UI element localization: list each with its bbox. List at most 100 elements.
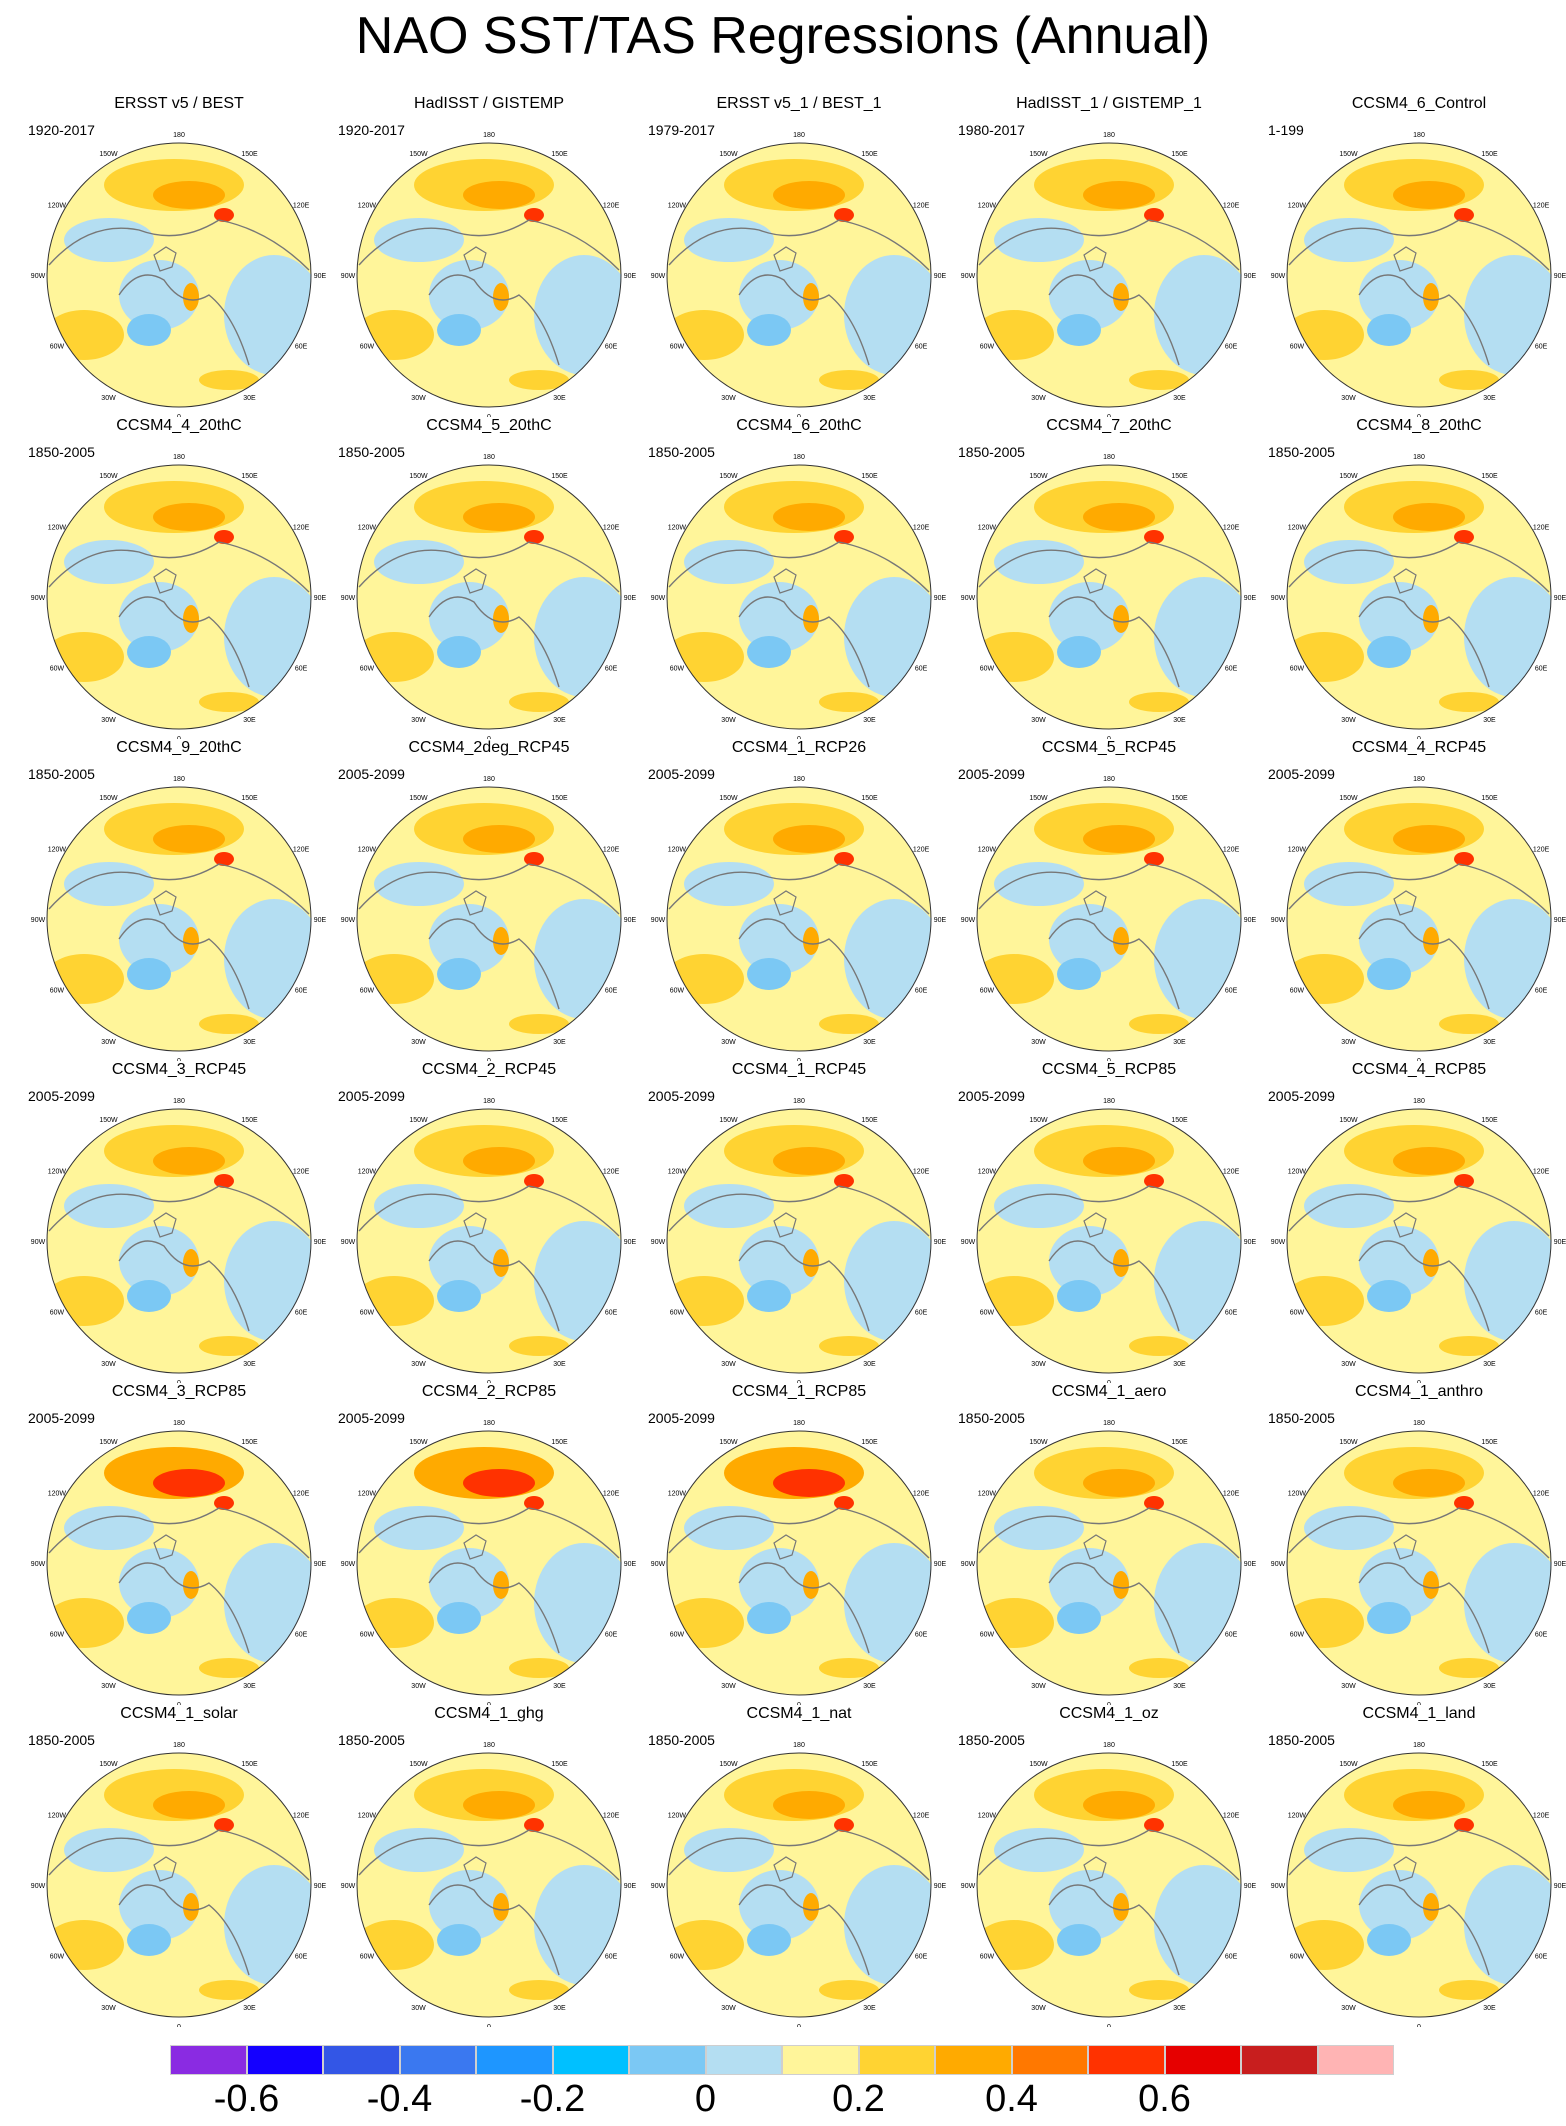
field-negative <box>534 899 621 1019</box>
field-negative <box>429 1226 509 1296</box>
field-positive <box>493 927 509 955</box>
map-border <box>976 786 1242 1052</box>
longitude-label: 120W <box>358 525 377 532</box>
field-positive <box>667 1276 744 1326</box>
longitude-label: 30W <box>1031 1039 1046 1046</box>
field-negative <box>1367 1280 1411 1312</box>
longitude-label: 60E <box>1535 1954 1548 1961</box>
field-positive <box>524 208 544 222</box>
longitude-label: 120W <box>668 203 687 210</box>
longitude-label: 120E <box>913 1491 930 1498</box>
field-positive <box>1439 370 1499 390</box>
longitude-label: 60W <box>50 1310 65 1317</box>
polar-map: 180 150E 120E 90E 60E 30E 0 30W 60W 90W 120W 150W <box>651 776 947 1061</box>
field-positive <box>1287 1598 1364 1648</box>
map-border <box>666 142 932 408</box>
field-positive <box>1083 181 1155 209</box>
polar-map: 180 150E 120E 90E 60E 30E 0 30W 60W 90W 120W 150W <box>961 1098 1257 1383</box>
longitude-label: 150E <box>861 1439 878 1446</box>
longitude-label: 150W <box>1029 1439 1048 1446</box>
field-positive <box>803 1571 819 1599</box>
field-positive <box>509 1980 569 2000</box>
panel-period: 2005-2099 <box>958 766 1025 782</box>
longitude-label: 120E <box>293 525 310 532</box>
longitude-label: 0 <box>797 414 801 417</box>
longitude-label: 150W <box>719 151 738 158</box>
field-positive <box>773 825 845 853</box>
coastline <box>428 596 560 688</box>
field-negative <box>1359 1548 1439 1618</box>
field-positive <box>819 692 879 712</box>
longitude-label: 150W <box>409 1761 428 1768</box>
longitude-label: 60E <box>605 666 618 673</box>
map-panel: ERSST v5 / BEST 1920-2017 180 150E 120E 90E 60… <box>24 95 334 417</box>
longitude-label: 120W <box>978 847 997 854</box>
field-positive <box>199 1980 259 2000</box>
longitude-label: 90E <box>1244 1883 1257 1890</box>
field-positive <box>463 181 535 209</box>
longitude-label: 90E <box>624 1883 637 1890</box>
longitude-label: 150E <box>551 1439 568 1446</box>
longitude-label: 180 <box>483 132 495 139</box>
longitude-label: 120W <box>978 1491 997 1498</box>
longitude-label: 150W <box>99 473 118 480</box>
longitude-label: 0 <box>177 414 181 417</box>
longitude-label: 120E <box>293 847 310 854</box>
panel-period: 2005-2099 <box>648 1088 715 1104</box>
field-negative <box>429 1870 509 1940</box>
longitude-label: 0 <box>797 1058 801 1061</box>
field-negative <box>1359 1226 1439 1296</box>
field-positive <box>509 370 569 390</box>
longitude-label: 180 <box>173 1098 185 1105</box>
panel-title: CCSM4_4_RCP85 <box>1351 1061 1487 1078</box>
field-negative <box>844 1865 931 1985</box>
longitude-label: 30W <box>411 2005 426 2012</box>
longitude-label: 150W <box>99 795 118 802</box>
longitude-label: 30E <box>553 1039 566 1046</box>
field-positive <box>493 605 509 633</box>
longitude-label: 60E <box>1225 1632 1238 1639</box>
field-positive <box>667 1920 744 1970</box>
field-negative <box>844 1221 931 1341</box>
longitude-label: 60W <box>980 344 995 351</box>
field-negative <box>437 1602 481 1634</box>
field-positive <box>667 1598 744 1648</box>
longitude-label: 120W <box>358 1491 377 1498</box>
longitude-label: 60E <box>1535 666 1548 673</box>
coastline <box>1393 1856 1417 1882</box>
field-negative <box>119 1226 199 1296</box>
longitude-label: 90W <box>961 1561 976 1568</box>
longitude-label: 30W <box>1031 1361 1046 1368</box>
coastline <box>738 274 870 366</box>
longitude-label: 150W <box>1029 1117 1048 1124</box>
field-positive <box>1144 852 1164 866</box>
longitude-label: 150E <box>241 1117 258 1124</box>
field-positive <box>1393 1147 1465 1175</box>
panel-period: 1850-2005 <box>1268 444 1335 460</box>
longitude-label: 120W <box>1288 203 1307 210</box>
coastline <box>773 1856 797 1882</box>
longitude-label: 150E <box>1171 1761 1188 1768</box>
longitude-label: 90E <box>314 1239 327 1246</box>
polar-map: 180 150E 120E 90E 60E 30E 0 30W 60W 90W 120W 150W <box>651 1098 947 1383</box>
panel-title: CCSM4_2deg_RCP45 <box>408 739 570 756</box>
longitude-label: 30W <box>1341 1361 1356 1368</box>
longitude-label: 30W <box>1031 2005 1046 2012</box>
longitude-label: 0 <box>1417 1380 1421 1383</box>
longitude-label: 90W <box>31 917 46 924</box>
field-positive <box>1393 503 1465 531</box>
longitude-label: 120E <box>1223 1491 1240 1498</box>
field-positive <box>153 1791 225 1819</box>
longitude-label: 120W <box>978 1169 997 1176</box>
panel-title: HadISST / GISTEMP <box>414 95 564 112</box>
field-negative <box>437 1924 481 1956</box>
longitude-label: 90E <box>934 1883 947 1890</box>
longitude-label: 60W <box>980 1310 995 1317</box>
map-border <box>666 1752 932 2018</box>
field-negative <box>1367 1924 1411 1956</box>
field-positive <box>1439 692 1499 712</box>
longitude-label: 60E <box>295 988 308 995</box>
longitude-label: 90E <box>934 1561 947 1568</box>
longitude-label: 60E <box>1225 1954 1238 1961</box>
longitude-label: 90E <box>1244 917 1257 924</box>
